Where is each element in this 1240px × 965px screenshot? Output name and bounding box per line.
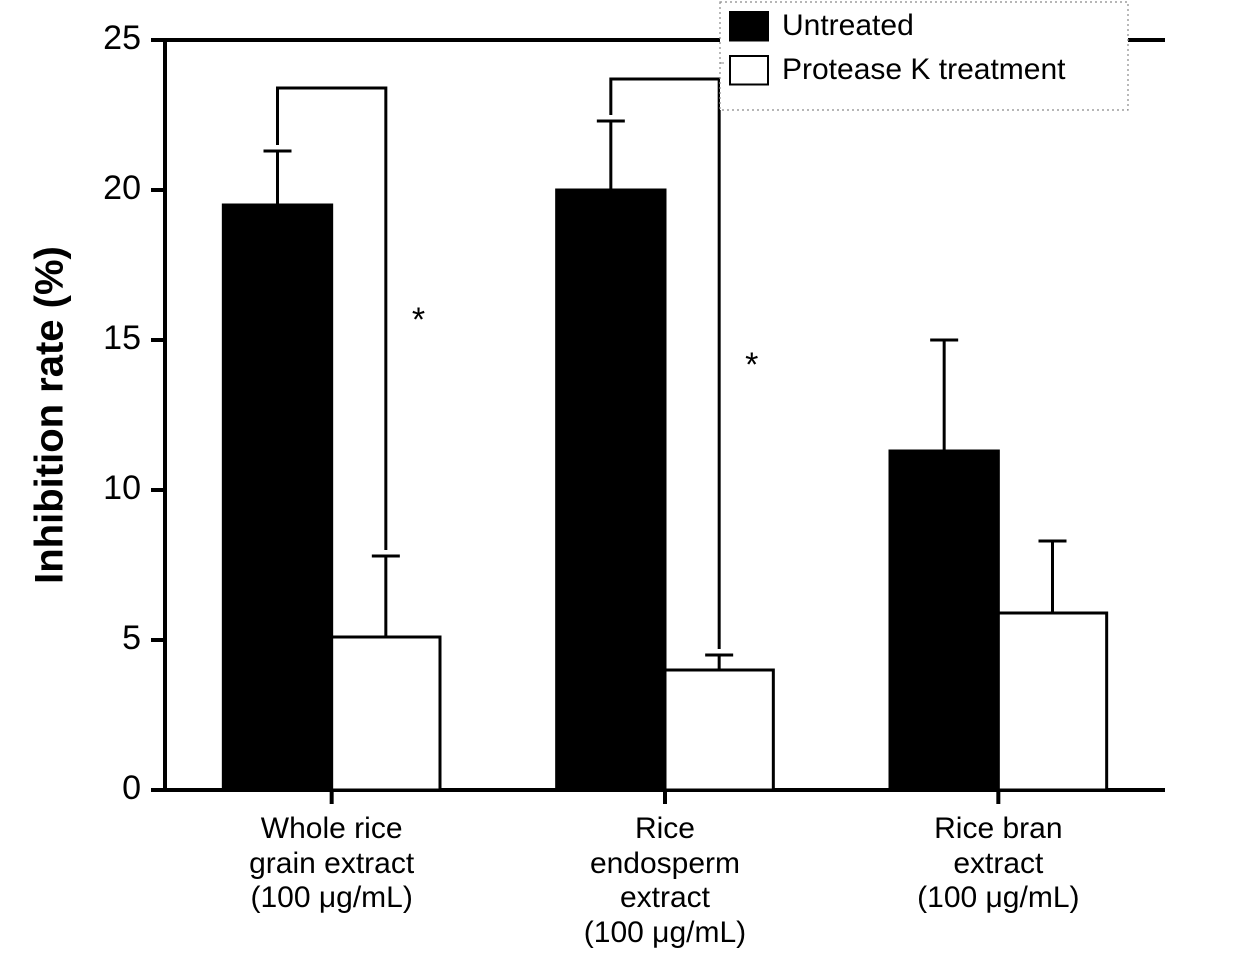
- x-category-label: Whole rice grain extract (100 μg/mL): [173, 812, 490, 916]
- x-category-label: Rice endosperm extract (100 μg/mL): [507, 812, 824, 950]
- significance-label: *: [745, 346, 758, 384]
- chart-container: 0 5 10 15 20 25 * * Untreated Protease K treatmen…: [0, 0, 1240, 965]
- bar: [665, 670, 773, 790]
- legend-label: Protease K treatment: [782, 53, 1066, 86]
- bar: [223, 205, 331, 790]
- y-tick-label: 20: [103, 169, 141, 207]
- legend-swatch: [730, 56, 768, 85]
- bar: [890, 451, 998, 790]
- y-tick-label: 10: [103, 469, 141, 507]
- y-axis-label: Inhibition rate (%): [28, 246, 73, 584]
- y-tick-label: 0: [122, 769, 141, 807]
- legend-label: Untreated: [782, 9, 914, 42]
- bar: [998, 613, 1106, 790]
- legend-swatch: [730, 12, 768, 41]
- bar: [557, 190, 665, 790]
- significance-label: *: [412, 301, 425, 339]
- y-tick-label: 5: [122, 619, 141, 657]
- x-category-label: Rice bran extract (100 μg/mL): [840, 812, 1157, 916]
- y-tick-label: 25: [103, 19, 141, 57]
- y-tick-label: 15: [103, 319, 141, 357]
- bar: [332, 637, 440, 790]
